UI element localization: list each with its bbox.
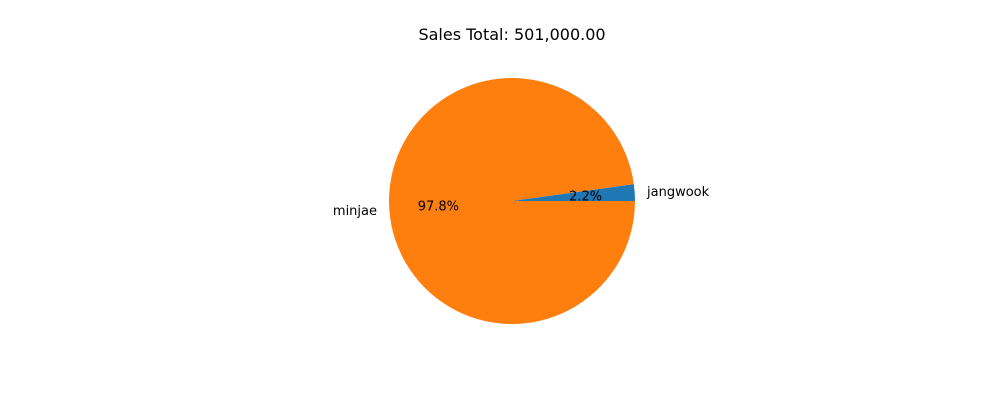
- slice-label-jangwook: jangwook: [646, 185, 710, 200]
- pie-slices: [388, 78, 635, 325]
- pie-slice-jangwook: [512, 184, 635, 201]
- chart-title: Sales Total: 501,000.00: [418, 25, 605, 44]
- slice-percent-minjae: 97.8%: [418, 200, 459, 215]
- pie-labels: jangwook 2.2% minjae 97.8%: [333, 185, 710, 219]
- pie-slice-minjae: [388, 78, 635, 325]
- slice-percent-jangwook: 2.2%: [569, 189, 602, 204]
- slice-label-minjae: minjae: [333, 204, 377, 219]
